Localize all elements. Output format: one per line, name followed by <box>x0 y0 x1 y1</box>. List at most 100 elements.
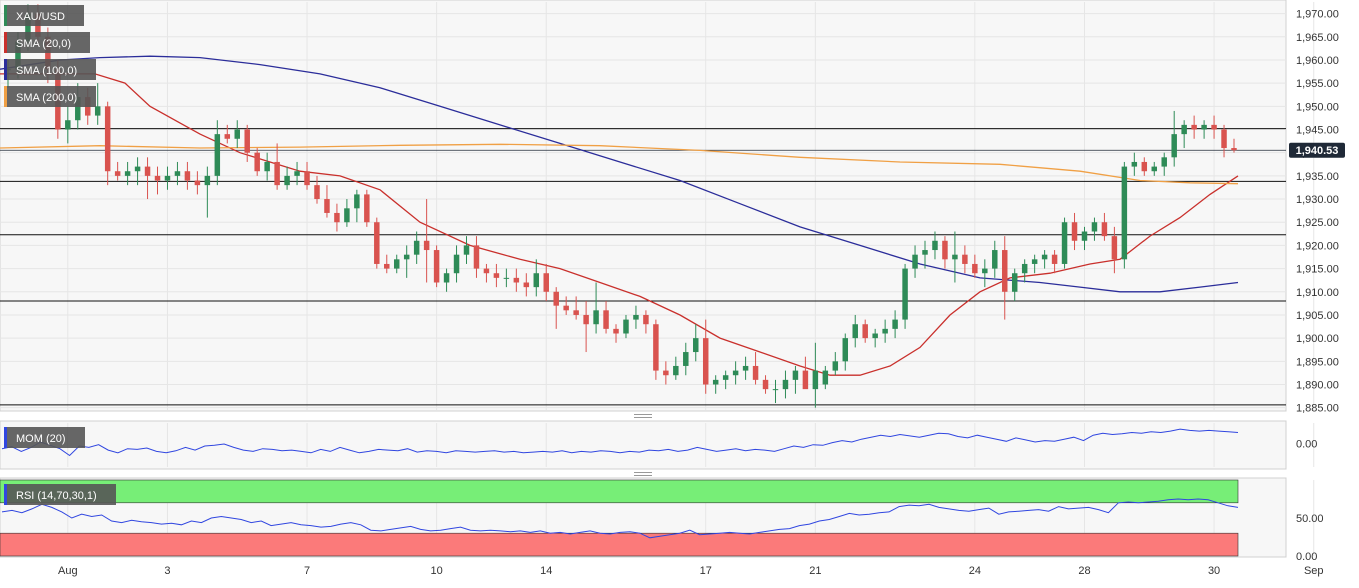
candle <box>563 296 569 315</box>
candle-body <box>523 282 530 288</box>
y-tick-label: 1,905.00 <box>1296 310 1339 322</box>
candle-body <box>354 194 360 209</box>
candle <box>1041 250 1048 269</box>
candle-body <box>1181 124 1187 135</box>
candle <box>712 375 719 394</box>
y-tick-label: 1,915.00 <box>1296 264 1339 276</box>
candle-body <box>623 319 629 334</box>
candle-body <box>842 338 849 362</box>
candle <box>533 259 540 297</box>
y-tick-label: 1,950.00 <box>1296 101 1339 113</box>
rsi-series <box>1 498 1239 539</box>
candle-body <box>902 268 908 320</box>
y-tick-label: 1,930.00 <box>1296 194 1339 206</box>
candle <box>1181 120 1187 149</box>
candle <box>354 189 360 223</box>
candle-body <box>862 324 868 339</box>
candle-body <box>1041 254 1048 260</box>
x-tick-label: 21 <box>809 565 821 577</box>
mom-label: MOM (20) <box>4 427 85 448</box>
candle <box>403 245 410 278</box>
mom-line <box>1 428 1239 457</box>
candle-body <box>364 194 370 223</box>
candle <box>922 240 928 269</box>
candle-body <box>1201 124 1207 130</box>
candle <box>1051 250 1058 274</box>
candle <box>114 161 121 181</box>
candle-body <box>144 166 151 176</box>
candle-body <box>1151 166 1158 172</box>
candle <box>1111 226 1118 274</box>
panel-splitter-1[interactable] <box>634 414 652 418</box>
candle <box>1061 217 1068 269</box>
candle-body <box>553 291 559 306</box>
candle <box>932 231 938 260</box>
panel-splitter-2[interactable] <box>634 472 652 476</box>
candle-body <box>1121 166 1128 260</box>
candle <box>1161 152 1167 176</box>
last-price-label: 1,940.53 <box>1296 145 1339 157</box>
y-tick-label: 1,895.00 <box>1296 356 1339 368</box>
legend-bg <box>4 32 90 53</box>
candle-body <box>1111 236 1118 260</box>
candle-body <box>234 129 240 139</box>
candle-body <box>653 324 659 371</box>
candle <box>443 268 450 292</box>
candle <box>553 287 559 329</box>
candle-body <box>104 106 111 172</box>
candle <box>513 268 520 292</box>
candle <box>234 120 240 149</box>
candle <box>752 352 759 385</box>
candle-body <box>643 314 649 325</box>
candle-body <box>1161 157 1167 167</box>
x-tick-label: 30 <box>1208 565 1220 577</box>
candle <box>762 375 769 394</box>
candle <box>254 148 260 176</box>
x-tick-label: 14 <box>540 565 552 577</box>
horizontal-levels <box>0 128 1286 406</box>
candle <box>374 217 380 269</box>
candle <box>942 236 948 269</box>
candle <box>94 83 101 125</box>
candle-body <box>134 166 141 172</box>
legend-swatch <box>4 59 7 80</box>
candle <box>194 171 201 195</box>
x-tick-label: Aug <box>58 565 78 577</box>
legend-label: SMA (20,0) <box>16 38 71 50</box>
candle-body <box>294 171 300 176</box>
candle-body <box>184 171 191 181</box>
candle-body <box>1211 124 1217 130</box>
candle <box>1171 110 1177 167</box>
candle <box>852 314 858 348</box>
candle-body <box>114 171 121 176</box>
candle <box>334 203 340 232</box>
candle <box>134 157 141 186</box>
y-tick-label: 1,955.00 <box>1296 78 1339 90</box>
svg-text:RSI (14,70,30,1): RSI (14,70,30,1) <box>16 490 97 502</box>
legend-bg <box>4 59 96 80</box>
candle-body <box>65 120 71 130</box>
candle <box>812 342 819 408</box>
rsi-y-tick-label: 0.00 <box>1296 551 1317 563</box>
candle <box>224 124 231 144</box>
candle <box>613 324 619 343</box>
candle-body <box>683 352 689 366</box>
candle <box>1201 120 1207 139</box>
candle-body <box>393 259 400 269</box>
candle-body <box>384 263 390 269</box>
candle <box>304 161 310 190</box>
mom-series <box>1 428 1239 457</box>
candle <box>264 152 270 181</box>
candle <box>633 305 639 329</box>
candle <box>872 328 878 348</box>
candle <box>384 254 390 274</box>
candle-body <box>1101 222 1108 237</box>
candle <box>573 296 579 320</box>
candle-body <box>453 254 460 274</box>
candle <box>892 310 898 339</box>
candle-body <box>1002 250 1008 292</box>
candle <box>772 379 779 404</box>
candle <box>1071 212 1078 251</box>
